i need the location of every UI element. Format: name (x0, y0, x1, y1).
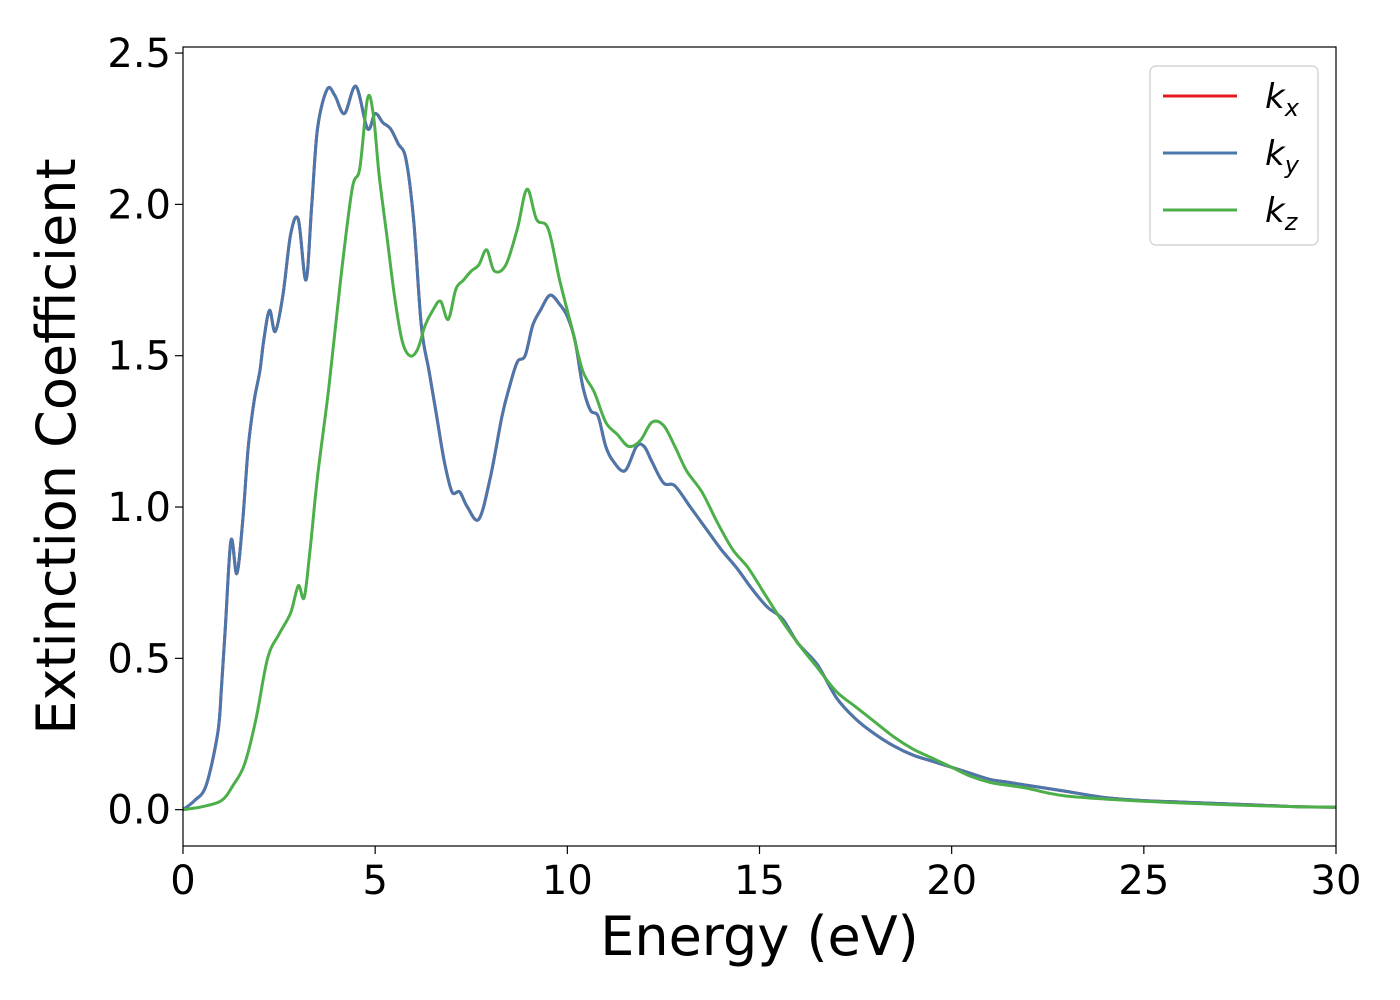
x-tick-label: 25 (1118, 858, 1169, 904)
x-tick-label: 20 (926, 858, 977, 904)
y-tick-label: 2.5 (107, 31, 171, 77)
series-line-k-z (183, 93, 1336, 812)
y-tick-label: 0.5 (107, 636, 171, 682)
series-line-k-y (183, 84, 1336, 812)
y-axis-label: Extinction Coefficient (25, 158, 88, 734)
x-tick-label: 15 (734, 858, 785, 904)
legend-box (1149, 65, 1319, 246)
x-axis-label: Energy (eV) (600, 905, 919, 968)
y-tick-label: 2.0 (107, 182, 171, 228)
y-axis-ticks: 0.0 0.5 1.0 1.5 2.0 2.5 (107, 31, 183, 834)
x-tick-label: 10 (542, 858, 593, 904)
series-layer (183, 84, 1336, 812)
x-tick-label: 30 (1311, 858, 1362, 904)
x-tick-label: 5 (362, 858, 387, 904)
x-axis-ticks: 0 5 10 15 20 25 30 (170, 846, 1361, 904)
x-tick-label: 0 (170, 858, 195, 904)
y-tick-label: 1.0 (107, 485, 171, 531)
y-tick-label: 0.0 (107, 788, 171, 834)
y-tick-label: 1.5 (107, 334, 171, 380)
